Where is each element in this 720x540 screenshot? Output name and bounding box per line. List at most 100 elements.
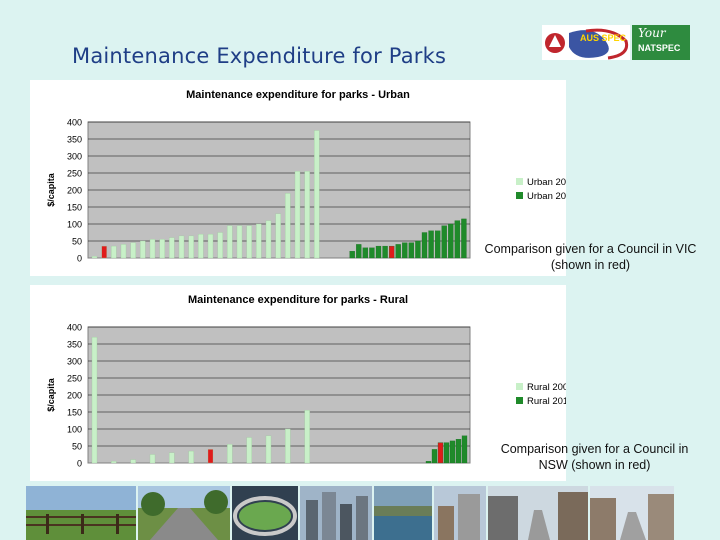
urban-bar-2011 [454,220,461,259]
photo-buildings [434,486,486,540]
rural-y-tick-label: 150 [67,408,82,418]
urban-y-tick-label: 250 [67,169,82,179]
urban-bar-2011 [369,247,375,259]
photo-street [488,486,588,540]
urban-y-tick-label: 50 [72,237,82,247]
rural-chart-panel: Maintenance expenditure for parks - Rura… [30,285,566,481]
slide-title: Maintenance Expenditure for Parks [72,44,447,68]
rural-bar-2009 [227,444,233,464]
urban-bar-2009 [227,225,233,259]
rural-bar-2011 [437,442,444,464]
rural-y-tick-label: 0 [77,459,82,469]
urban-bar-2011 [434,230,441,259]
urban-bar-2009 [265,220,272,259]
rural-legend-swatch [516,397,523,404]
urban-bar-2011 [395,244,401,259]
urban-y-tick-label: 350 [67,135,82,145]
rural-bar-2009 [285,428,291,464]
rural-bar-2011 [443,442,450,464]
rural-legend-label: Rural 2011 [527,396,566,407]
urban-bar-2011 [448,223,454,259]
photo-river [374,486,432,540]
urban-bar-2011 [402,242,408,259]
urban-chart-panel: Maintenance expenditure for parks - Urba… [30,80,566,276]
rural-bar-2009 [265,435,272,464]
urban-bar-2011 [349,251,355,259]
urban-bar-2011 [461,218,467,259]
rural-bar-2011 [455,439,462,464]
photo-fence-field [26,486,136,540]
urban-y-tick-label: 150 [67,203,82,213]
urban-bar-2009 [159,239,165,259]
urban-bar-2011 [441,225,447,259]
rural-bar-2011 [431,449,438,464]
urban-bar-2011 [382,245,388,259]
urban-bar-2009 [285,193,291,259]
urban-bar-2009 [294,171,301,259]
urban-bar-2009 [275,213,281,259]
urban-bar-2009 [101,245,107,259]
urban-bar-2011 [375,245,382,259]
rural-chart: Maintenance expenditure for parks - Rura… [46,294,566,469]
rural-y-tick-label: 300 [67,357,82,367]
urban-bar-2009 [198,234,204,259]
urban-bar-2009 [120,244,127,259]
rural-bar-2011 [461,435,468,464]
urban-bar-2009 [207,234,214,259]
urban-legend-swatch [516,192,523,199]
urban-bar-2009 [111,245,117,259]
rural-bar-2009 [246,437,252,464]
urban-chart: Maintenance expenditure for parks - Urba… [46,89,566,264]
urban-y-tick-label: 300 [67,152,82,162]
urban-bar-2009 [149,239,156,259]
rural-bar-2009 [130,459,136,464]
urban-y-tick-label: 100 [67,220,82,230]
photo-road [138,486,230,540]
urban-y-tick-label: 400 [67,118,82,128]
urban-bar-2011 [421,232,428,259]
rural-chart-title: Maintenance expenditure for parks - Rura… [188,294,408,306]
urban-bar-2011 [408,242,415,259]
rural-comparison-note: Comparison given for a Council in NSW (s… [500,442,689,472]
urban-bar-2011 [415,240,421,259]
urban-legend-swatch [516,178,523,185]
rural-bar-2009 [111,461,117,464]
urban-bar-2009 [256,223,262,259]
photo-strip [26,486,674,540]
rural-y-axis-label: $/capita [46,377,56,412]
rural-bar-2009 [169,452,175,464]
urban-bar-2009 [178,235,185,259]
natspec-logo: Your NATSPEC [632,25,690,60]
urban-bar-2009 [140,240,146,259]
rural-bar-2011 [425,461,432,464]
ausspec-logo-text: AUS SPEC [580,33,627,43]
rural-y-tick-label: 400 [67,323,82,333]
urban-bar-2011 [388,245,395,259]
rural-bar-2011 [449,440,456,464]
urban-y-tick-label: 200 [67,186,82,196]
urban-legend-label: Urban 2009 [527,177,566,188]
rural-y-tick-label: 100 [67,425,82,435]
urban-y-tick-label: 0 [77,254,82,264]
urban-y-axis-label: $/capita [46,172,56,207]
urban-comparison-note: Comparison given for a Council in VIC (s… [484,242,697,272]
rural-y-tick-label: 250 [67,374,82,384]
rural-bar-2009 [188,450,194,464]
logos: AUS SPEC Your NATSPEC [542,25,690,60]
urban-bar-2009 [246,225,252,259]
rural-legend-label: Rural 2009 [527,382,566,393]
rural-y-tick-label: 350 [67,340,82,350]
rural-bar-2009 [91,337,98,464]
urban-chart-title: Maintenance expenditure for parks - Urba… [186,89,410,101]
urban-legend-label: Urban 2011 [527,191,566,202]
urban-bar-2009 [217,232,223,259]
urban-bar-2009 [314,130,320,259]
urban-bar-2011 [428,230,434,259]
urban-bar-2009 [304,171,310,259]
natspec-logo-text: NATSPEC [638,43,681,53]
urban-bar-2009 [236,225,243,259]
natspec-logo-script: Your [638,26,666,40]
photo-city [300,486,372,540]
urban-bar-2009 [169,237,175,259]
urban-bar-2011 [362,247,369,259]
